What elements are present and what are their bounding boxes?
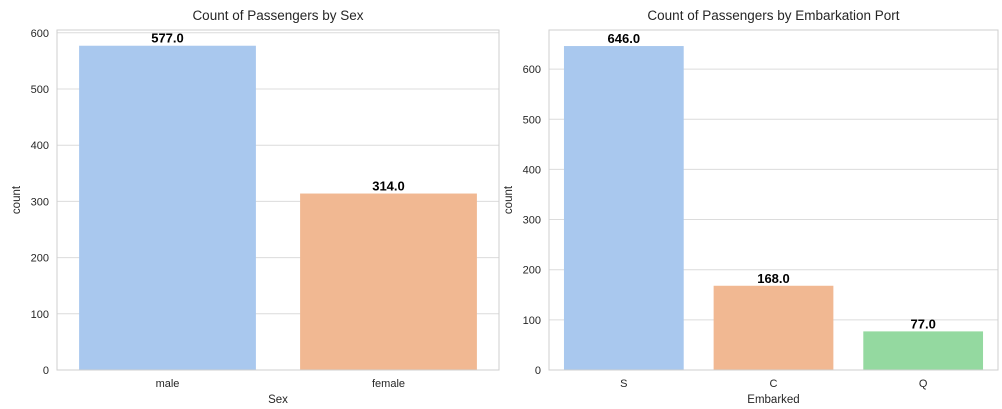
y-tick-label: 600 <box>523 64 541 76</box>
y-tick-label: 0 <box>535 365 541 377</box>
chart-title: Count of Passengers by Sex <box>192 8 363 23</box>
data-label-female: 314.0 <box>372 179 405 194</box>
y-tick-label: 500 <box>31 84 49 96</box>
x-axis-label: Sex <box>268 394 288 406</box>
y-tick-label: 300 <box>523 215 541 227</box>
data-label-male: 577.0 <box>151 31 184 46</box>
x-tick-label: male <box>156 378 180 390</box>
bar-s <box>563 46 684 370</box>
y-tick-label: 200 <box>523 265 541 277</box>
y-tick-label: 0 <box>43 365 49 377</box>
y-tick-label: 500 <box>523 114 541 126</box>
y-tick-label: 300 <box>31 196 49 208</box>
chart-title: Count of Passengers by Embarkation Port <box>647 8 899 23</box>
chart-sex: 577.0 male 314.0 female 0 100 200 300 400 500 600 C… <box>11 8 500 406</box>
y-tick-label: 100 <box>523 315 541 327</box>
plot-frame <box>56 29 500 371</box>
y-tick-label: 400 <box>523 164 541 176</box>
x-tick-label: Q <box>919 378 928 390</box>
data-label-c: 168.0 <box>757 271 790 286</box>
y-tick-label: 600 <box>31 28 49 40</box>
y-axis-label: count <box>11 185 23 214</box>
data-label-s: 646.0 <box>608 31 641 46</box>
x-tick-label: C <box>770 378 778 390</box>
x-tick-label: female <box>372 378 405 390</box>
x-tick-label: S <box>620 378 627 390</box>
chart-embarked: 646.0 S 168.0 C 77.0 Q 0 100 200 300 400 500 600 Coun… <box>503 8 999 406</box>
y-tick-label: 100 <box>31 309 49 321</box>
y-tick-label: 200 <box>31 253 49 265</box>
bar-female <box>300 193 477 370</box>
bar-male <box>79 45 256 371</box>
bar-c <box>713 285 834 370</box>
data-label-q: 77.0 <box>911 316 936 331</box>
y-tick-label: 400 <box>31 140 49 152</box>
y-axis-label: count <box>503 185 515 214</box>
plot-frame <box>548 29 999 371</box>
bar-q <box>863 331 984 370</box>
x-axis-label: Embarked <box>747 394 799 406</box>
